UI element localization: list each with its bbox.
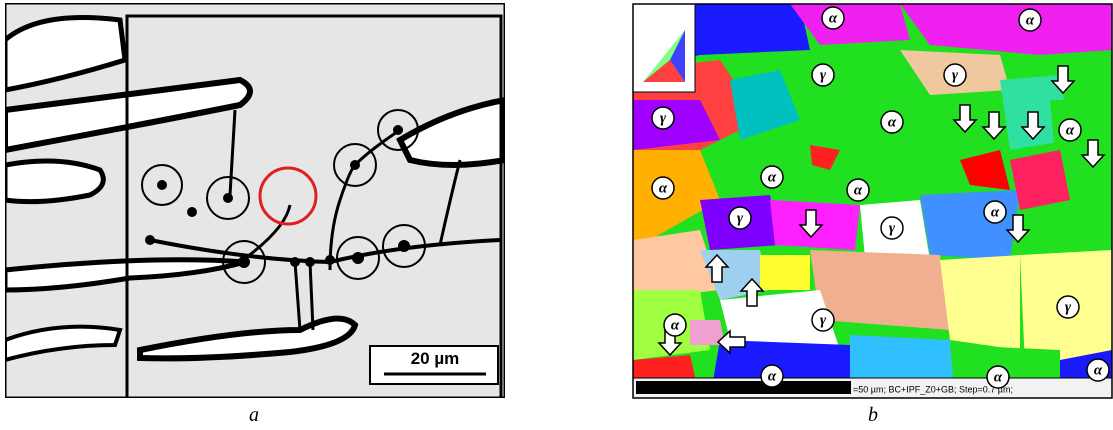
micrograph-b: =50 µm; BC+IPF_Z0+GB; Step=0.7 µm; (633, 4, 1112, 398)
phase-label: γ (737, 210, 744, 226)
caption-a: a (249, 404, 259, 426)
figure: 20 µm a (0, 0, 1113, 430)
phase-label: γ (952, 67, 959, 83)
phase-label: α (829, 10, 838, 26)
phase-label: γ (1065, 299, 1072, 315)
phase-label: α (1066, 122, 1075, 138)
phase-label: α (994, 369, 1003, 385)
phase-label: α (1026, 12, 1035, 28)
phase-label: γ (889, 220, 896, 236)
micrograph-a: 20 µm (5, 3, 505, 398)
caption-b: b (868, 404, 878, 426)
phase-label: α (768, 368, 777, 384)
phase-label: α (768, 169, 777, 185)
phase-label: γ (820, 67, 827, 83)
phase-label: α (671, 317, 680, 333)
phase-label: α (991, 204, 1000, 220)
phase-label: γ (820, 312, 827, 328)
phase-label: α (888, 114, 897, 130)
phase-label: α (659, 180, 668, 196)
phase-label: γ (660, 110, 667, 126)
scale-bar-label: 20 µm (411, 349, 460, 368)
phase-label: α (1094, 362, 1103, 378)
acquisition-info: =50 µm; BC+IPF_Z0+GB; Step=0.7 µm; (853, 384, 1013, 394)
phase-label: α (854, 182, 863, 198)
